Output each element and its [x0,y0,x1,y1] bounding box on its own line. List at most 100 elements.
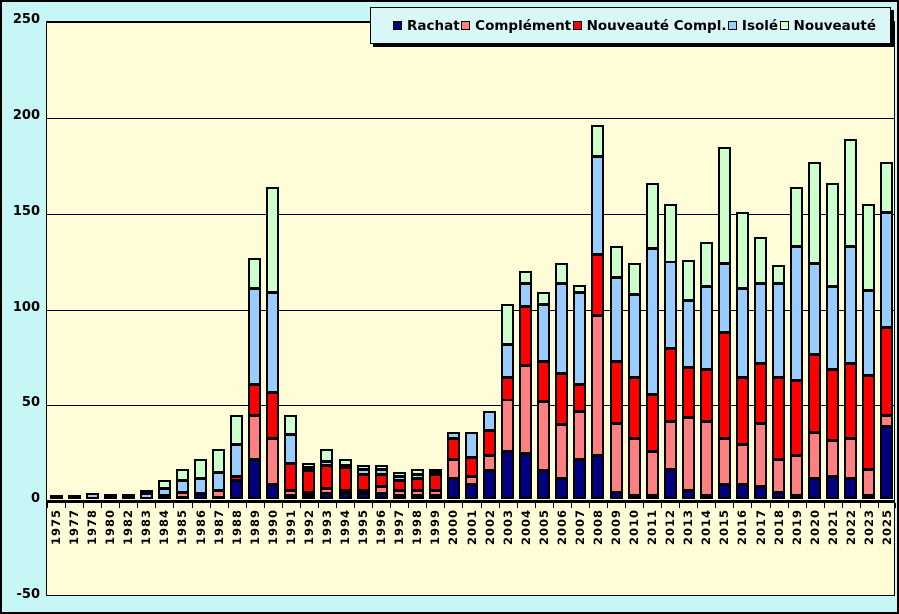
x-tick [697,503,698,509]
bar-segment-compl-ment [212,489,226,499]
bar-segment-rachat [735,483,749,500]
bar-segment-nouveaut- [645,182,659,250]
bar-segment-rachat [501,451,515,500]
bar-segment-nouveaut-compl- [392,480,406,491]
bar-segment-compl-ment [627,437,641,497]
bar-segment-compl-ment [519,365,533,455]
bar-segment-compl-ment [501,399,515,453]
bar-segment-isol- [194,478,208,495]
bar-segment-nouveaut-compl- [428,474,442,491]
bar-segment-nouveaut- [194,458,208,480]
bar-segment-rachat [446,478,460,500]
bar-segment-rachat [681,489,695,500]
bar-2021 [826,20,840,595]
bar-segment-nouveaut- [175,468,189,481]
bar-segment-nouveaut- [248,257,262,290]
x-tick [824,503,825,509]
x-tick [426,503,427,509]
bar-1997 [392,20,406,595]
bar-2005 [537,20,551,595]
bar-segment-nouveaut- [266,186,280,294]
bar-segment-isol- [483,411,497,432]
bar-segment-compl-ment [573,411,587,460]
bar-segment-rachat [609,491,623,500]
bar-segment-isol- [808,263,822,355]
bar-segment-rachat [465,483,478,500]
x-tick [354,503,355,509]
legend-label: Rachat [407,17,460,34]
bar-segment-isol- [446,432,460,439]
bar-segment-nouveaut- [609,246,623,278]
bar-segment-nouveaut-compl- [754,363,768,424]
bar-segment-compl-ment [591,315,605,457]
bar-1982 [121,20,135,595]
bar-segment-compl-ment [717,437,731,485]
x-axis-label-1985: 1985 [175,509,190,546]
legend-swatch-icon [727,21,737,30]
bar-segment-rachat [67,495,81,500]
bar-segment-nouveaut- [681,259,695,301]
x-axis-label-1984: 1984 [157,509,172,546]
bar-segment-nouveaut- [320,449,334,462]
bar-segment-compl-ment [844,437,858,480]
bar-segment-compl-ment [663,420,677,470]
bar-1980 [103,20,117,595]
x-axis-label-2004: 2004 [518,509,533,546]
legend-swatch-icon [393,21,402,30]
x-tick [210,503,211,509]
x-axis-ticks [47,503,896,509]
legend-label: Isolé [741,17,779,34]
bar-segment-isol- [844,246,858,365]
x-axis-label-1994: 1994 [338,509,353,546]
x-tick [318,503,319,509]
bar-segment-isol- [465,432,478,458]
bar-segment-nouveaut-compl- [681,366,695,418]
bar-2004 [519,20,533,595]
bar-segment-rachat [717,483,731,500]
bar-segment-nouveaut- [284,414,298,435]
x-tick [661,503,662,509]
x-tick [101,503,102,509]
bar-2017 [754,20,768,595]
x-tick [408,503,409,509]
legend-swatch-icon [779,21,789,30]
bar-segment-compl-ment [808,432,822,480]
x-tick [65,503,66,509]
bar-segment-nouveaut- [591,125,605,158]
bar-segment-compl-ment [446,458,460,480]
bar-segment-nouveaut- [555,263,569,284]
bar-segment-nouveaut-compl- [591,253,605,317]
x-axis-label-1986: 1986 [193,509,208,546]
x-axis-label-2015: 2015 [717,509,732,546]
y-axis-label-0: 0 [30,491,40,507]
y-axis-label-50: 50 [21,395,40,411]
bar-1990 [266,20,280,595]
x-axis-label-1978: 1978 [85,509,100,546]
bar-segment-rachat [826,476,840,500]
x-axis-label-2018: 2018 [771,509,786,546]
bar-segment-compl-ment [826,439,840,478]
bar-segment-isol- [735,288,749,378]
bar-segment-nouveaut- [754,236,768,284]
bar-1983 [139,20,153,595]
x-axis-label-1975: 1975 [49,509,64,546]
y-axis-label-250: 250 [12,12,40,27]
y-axis-label-100: 100 [12,299,40,315]
bar-segment-nouveaut- [392,472,406,478]
bar-segment-compl-ment [862,468,876,497]
legend-item-nouveaut-: Nouveauté [779,18,876,34]
bar-segment-compl-ment [772,458,786,493]
bar-segment-nouveaut-compl- [808,353,822,434]
bar-segment-nouveaut-compl- [717,332,731,439]
bar-2002 [483,20,497,595]
bar-segment-nouveaut-compl- [699,368,713,422]
bar-1996 [374,20,388,595]
bar-1989 [248,20,262,595]
x-tick [895,503,896,509]
bar-1987 [212,20,226,595]
bar-1994 [338,20,352,595]
x-axis-label-2007: 2007 [572,509,587,546]
bar-segment-nouveaut-compl- [573,384,587,412]
gridline-200 [47,117,894,119]
bar-1999 [428,20,442,595]
